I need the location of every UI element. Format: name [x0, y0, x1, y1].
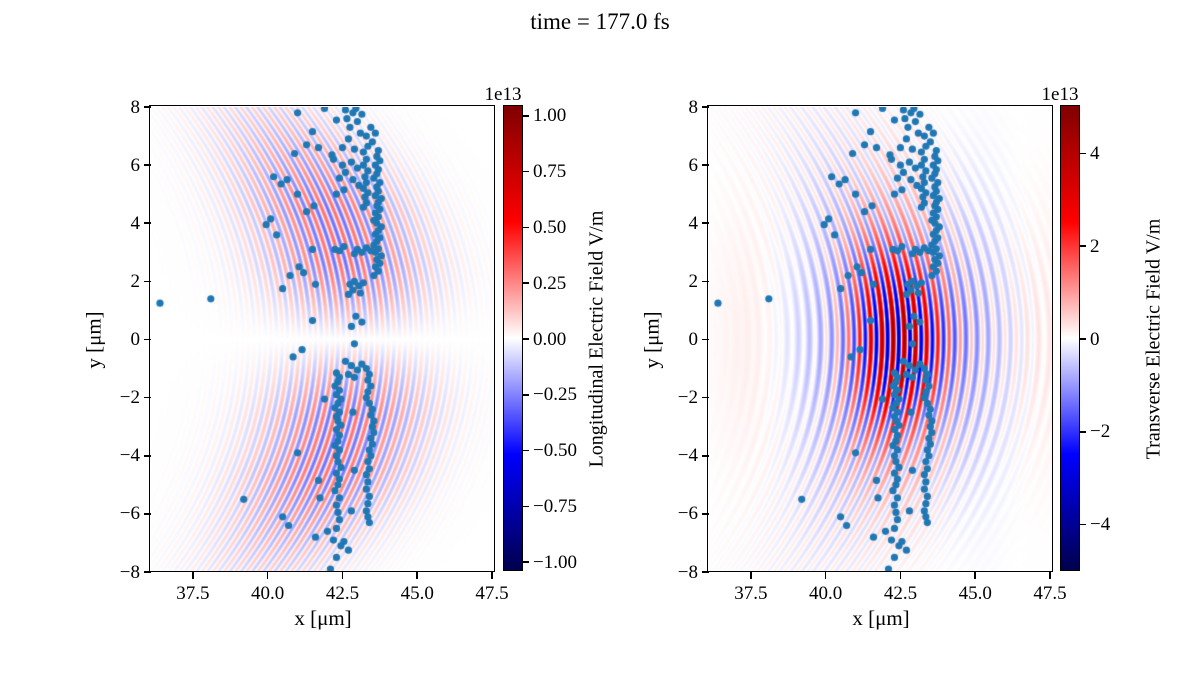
y-tick [702, 222, 709, 225]
y-tick-label: 2 [130, 270, 141, 292]
colorbar-transverse [1060, 105, 1081, 572]
y-tick [702, 396, 709, 399]
x-tick-label: 40.0 [251, 583, 285, 604]
colorbar-tick-label: −2 [1090, 421, 1111, 443]
y-tick-label: −8 [677, 561, 698, 583]
x-axis-label: x [μm] [294, 606, 352, 630]
y-tick [144, 106, 151, 108]
x-tick [491, 572, 493, 579]
colorbar-tick [523, 282, 529, 285]
y-tick-label: −2 [677, 387, 698, 409]
colorbar-longitudinal [503, 105, 524, 572]
x-tick-label: 45.0 [400, 583, 434, 604]
y-tick [702, 571, 709, 573]
x-tick [1049, 572, 1051, 579]
y-tick [144, 396, 151, 399]
y-tick-label: −4 [677, 445, 698, 467]
colorbar-tick-label: 2 [1090, 235, 1100, 257]
colorbar-tick-label: 1.00 [533, 105, 567, 127]
x-tick [824, 572, 827, 579]
colorbar-tick [1080, 152, 1086, 155]
y-tick-label: 4 [688, 212, 699, 234]
colorbar-tick-label: −4 [1090, 514, 1111, 536]
colorbar-tick [1080, 523, 1086, 526]
longitudinal-field-plot [151, 107, 495, 572]
y-tick-label: −4 [119, 445, 140, 467]
colorbar-tick-label: 0.75 [533, 161, 567, 183]
y-tick-label: 2 [688, 270, 699, 292]
y-tick-label: 8 [688, 96, 699, 118]
x-tick-label: 42.5 [325, 583, 360, 604]
x-tick [750, 572, 752, 579]
x-tick [899, 572, 902, 579]
colorbar-tick-label: 0.50 [533, 216, 567, 238]
y-tick-label: 6 [130, 154, 141, 176]
colorbar-offset-text: 1e13 [484, 84, 522, 105]
y-tick [144, 454, 151, 457]
transverse-field-plot [709, 107, 1053, 572]
x-tick-label: 47.5 [475, 583, 509, 604]
colorbar-gradient [1061, 106, 1080, 571]
y-tick-label: −2 [119, 387, 140, 409]
figure-title: time = 177.0 fs [530, 9, 670, 34]
colorbar-tick [1080, 338, 1086, 340]
x-tick-label: 47.5 [1033, 583, 1067, 604]
y-tick [702, 164, 709, 166]
colorbar-gradient [504, 106, 523, 571]
y-tick [144, 164, 151, 166]
y-tick [702, 106, 709, 108]
x-axis-label: x [μm] [852, 606, 910, 630]
x-tick [974, 572, 977, 579]
x-tick-label: 42.5 [883, 583, 918, 604]
y-tick-label: 6 [688, 154, 699, 176]
y-tick [144, 571, 151, 573]
colorbar-tick [523, 393, 529, 396]
colorbar-tick [1080, 245, 1086, 247]
colorbar-tick-label: −1.00 [533, 551, 577, 573]
colorbar-tick-label: −0.25 [533, 384, 577, 406]
x-tick-label: 37.5 [734, 583, 768, 604]
y-tick [702, 513, 709, 515]
colorbar-tick [523, 561, 529, 563]
colorbar-tick-label: −0.50 [533, 440, 577, 462]
x-tick [416, 572, 419, 579]
y-tick-label: 0 [688, 329, 699, 350]
y-tick [144, 513, 151, 515]
colorbar-tick [523, 115, 529, 117]
y-tick [702, 454, 709, 457]
y-tick-label: 8 [130, 96, 141, 118]
y-tick [702, 280, 709, 283]
colorbar-tick-label: 0.25 [533, 272, 567, 294]
x-tick [192, 572, 194, 579]
colorbar-label: Transverse Electric Field V/m [1142, 218, 1165, 460]
y-tick-label: 0 [130, 329, 141, 350]
colorbar-tick [523, 449, 529, 452]
colorbar-tick-label: 0 [1090, 328, 1100, 350]
x-tick [341, 572, 344, 579]
y-tick [144, 280, 151, 283]
x-tick [266, 572, 269, 579]
y-tick [702, 338, 709, 341]
x-tick-label: 37.5 [176, 583, 210, 604]
colorbar-tick [523, 338, 529, 340]
x-tick-label: 40.0 [809, 583, 843, 604]
colorbar-offset-text: 1e13 [1041, 84, 1079, 105]
x-tick-label: 45.0 [958, 583, 992, 604]
colorbar-tick [523, 170, 529, 173]
y-tick-label: −6 [119, 503, 140, 525]
colorbar-tick-label: −0.75 [533, 495, 577, 517]
y-tick-label: −8 [119, 561, 140, 583]
y-tick [144, 338, 151, 341]
colorbar-tick-label: 0.00 [533, 328, 567, 350]
colorbar-tick [1080, 431, 1086, 433]
y-tick-label: 4 [130, 212, 141, 234]
colorbar-tick [523, 505, 529, 508]
colorbar-tick [523, 226, 529, 229]
y-tick [144, 222, 151, 225]
colorbar-tick-label: 4 [1090, 142, 1100, 164]
y-tick-label: −6 [677, 503, 698, 525]
